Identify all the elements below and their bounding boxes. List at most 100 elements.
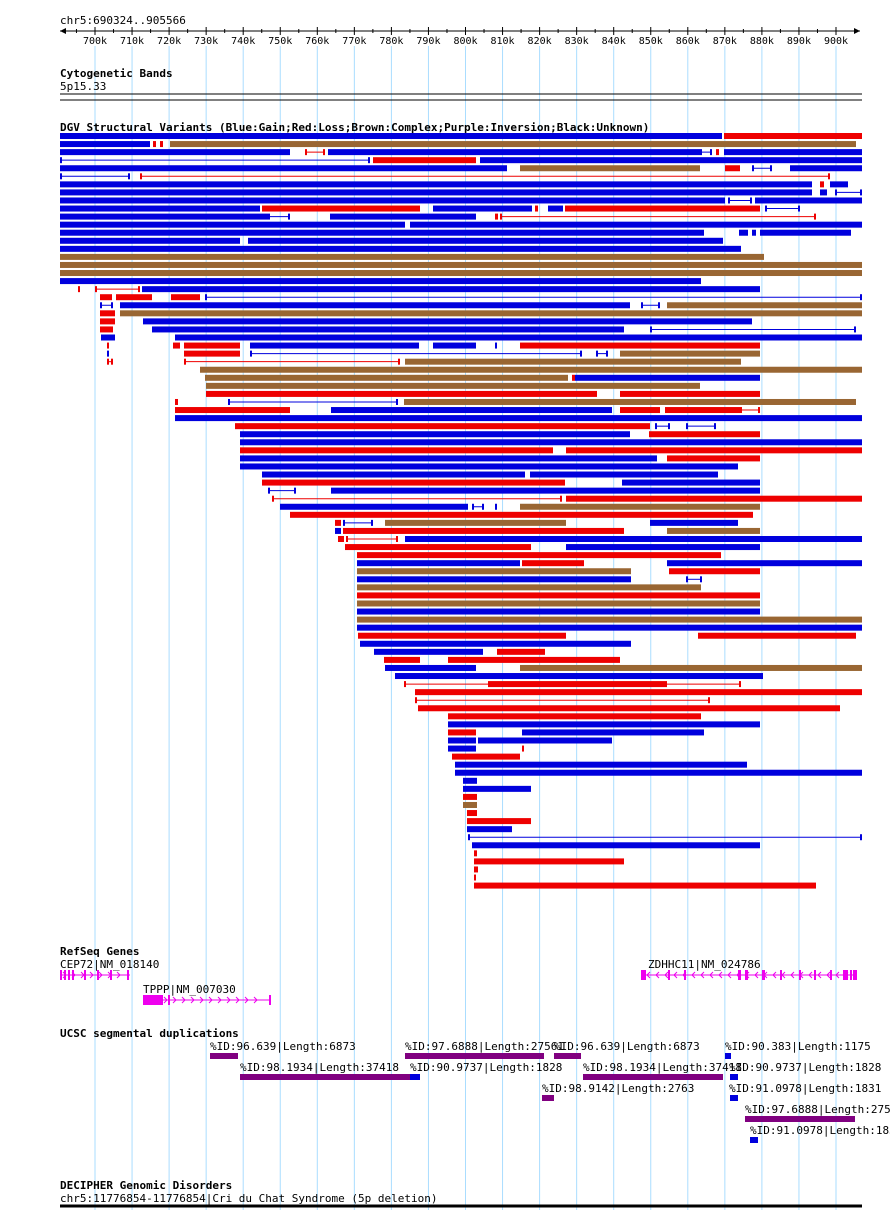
dgv-variant — [357, 584, 701, 591]
gene-strand-arrow — [664, 971, 669, 979]
gene-exon — [127, 970, 129, 980]
segdup-label[interactable]: %ID:98.1934|Length:37418 — [583, 1061, 742, 1074]
dgv-variant — [374, 648, 483, 655]
dgv-variant-cap — [111, 358, 113, 365]
segdup-label[interactable]: %ID:96.639|Length:6873 — [554, 1040, 700, 1053]
gene-strand-arrow — [80, 971, 85, 979]
dgv-variant — [463, 777, 477, 784]
gene-strand-arrow — [646, 971, 651, 979]
dgv-variant-cap — [641, 302, 643, 309]
dgv-variant — [790, 165, 862, 172]
gene-strand-arrow — [145, 996, 150, 1004]
dgv-variant — [107, 350, 109, 357]
dgv-variant — [667, 302, 862, 309]
dgv-variant — [474, 882, 816, 889]
dgv-variant-cap — [128, 173, 130, 180]
gene-label-zdhhc11[interactable]: ZDHHC11|NM_024786 — [648, 958, 761, 971]
dgv-variant-cap — [415, 697, 417, 704]
segdup-label[interactable]: %ID:90.9737|Length:1828 — [410, 1061, 563, 1074]
dgv-variant — [650, 519, 738, 526]
segdup-label[interactable]: %ID:91.0978|Length:1831 — [729, 1082, 882, 1095]
dgv-variant — [448, 737, 476, 744]
dgv-variant — [755, 197, 862, 204]
ruler-tick-label: 800k — [453, 36, 477, 47]
dgv-variant-cap — [700, 149, 702, 156]
dgv-variant-cap — [500, 213, 502, 220]
dgv-variant — [184, 350, 240, 357]
segdup-label[interactable]: %ID:91.0978|Length:1831 — [750, 1124, 890, 1137]
gene-exon — [84, 970, 86, 980]
gene-label-tppp[interactable]: TPPP|NM_007030 — [143, 983, 236, 996]
dgv-variant-cap — [371, 519, 373, 526]
dgv-variant-cap — [560, 495, 562, 502]
segdup-label[interactable]: %ID:97.6888|Length:27561 — [745, 1103, 890, 1116]
gene-strand-arrow — [718, 971, 723, 979]
dgv-variant — [667, 560, 862, 567]
segdup-bar — [745, 1116, 855, 1122]
dgv-variant-cap — [798, 205, 800, 212]
dgv-variant — [60, 237, 240, 244]
cytoband-lines — [60, 93, 862, 101]
gene-strand-arrow — [844, 971, 849, 979]
dgv-variant-cap — [468, 834, 470, 841]
dgv-variant-cap — [580, 350, 582, 357]
dgv-variant-cap — [404, 681, 406, 688]
dgv-variant — [739, 229, 748, 236]
gene-strand-arrow — [691, 971, 696, 979]
refseq-features — [60, 970, 857, 1005]
segdup-bar — [240, 1074, 410, 1080]
dgv-variant-cap — [650, 326, 652, 333]
dgv-variant-cap — [860, 189, 862, 196]
dgv-variant-cap — [854, 326, 856, 333]
gene-strand-arrow — [673, 971, 678, 979]
gene-label-cep72[interactable]: CEP72|NM_018140 — [60, 958, 160, 971]
segdup-bar — [730, 1095, 738, 1101]
dgv-variant — [405, 358, 741, 365]
segdup-label[interactable]: %ID:98.1934|Length:37418 — [240, 1061, 399, 1074]
dgv-variant-cap — [750, 197, 752, 204]
ruler-tick-label: 840k — [602, 36, 626, 47]
dgv-variant — [384, 656, 420, 663]
segdup-label[interactable]: %ID:98.9142|Length:2763 — [542, 1082, 695, 1095]
dgv-variant — [716, 149, 719, 156]
gene-strand-arrow — [199, 996, 204, 1004]
dgv-variant — [357, 552, 721, 559]
gene-strand-arrow — [163, 996, 168, 1004]
segdup-label[interactable]: %ID:96.639|Length:6873 — [210, 1040, 356, 1053]
locus-label: chr5:690324..905566 — [60, 14, 186, 27]
dgv-variant — [357, 576, 631, 583]
gene-strand-arrow — [107, 971, 112, 979]
dgv-variant-cap — [111, 302, 113, 309]
gene-strand-arrow — [655, 971, 660, 979]
gene-strand-arrow — [116, 971, 121, 979]
gene-exon — [738, 970, 741, 980]
dgv-variant — [566, 544, 760, 551]
refseq-track-title: RefSeq Genes — [60, 945, 140, 958]
dgv-variant — [548, 205, 563, 212]
dgv-variant — [520, 342, 760, 349]
dgv-variant — [566, 447, 862, 454]
dgv-variant — [206, 390, 597, 397]
decipher-entry[interactable]: chr5:11776854-11776854|Cri du Chat Syndr… — [60, 1192, 438, 1205]
segdup-label[interactable]: %ID:90.383|Length:1175 — [725, 1040, 871, 1053]
dgv-variant-cap — [686, 423, 688, 430]
dgv-variant — [357, 560, 520, 567]
dgv-variant — [495, 342, 497, 349]
ruler-tick-label: 790k — [416, 36, 440, 47]
dgv-variant-cap — [700, 576, 702, 583]
segdup-bar — [725, 1053, 731, 1059]
segdup-label[interactable]: %ID:90.9737|Length:1828 — [729, 1061, 882, 1074]
dgv-variant-cap — [770, 165, 772, 172]
dgv-variant-cap — [710, 149, 712, 156]
gene-strand-arrow — [817, 971, 822, 979]
dgv-variant — [100, 318, 115, 325]
dgv-variant — [357, 624, 862, 631]
dgv-variant-cap — [228, 398, 230, 405]
dgv-variant — [142, 286, 760, 293]
dgv-variant — [160, 141, 163, 148]
segdup-features — [210, 1053, 855, 1143]
dgv-variant — [60, 270, 862, 277]
dgv-variant — [240, 181, 812, 188]
gene-strand-arrow — [781, 971, 786, 979]
segdup-label[interactable]: %ID:97.6888|Length:27561 — [405, 1040, 564, 1053]
